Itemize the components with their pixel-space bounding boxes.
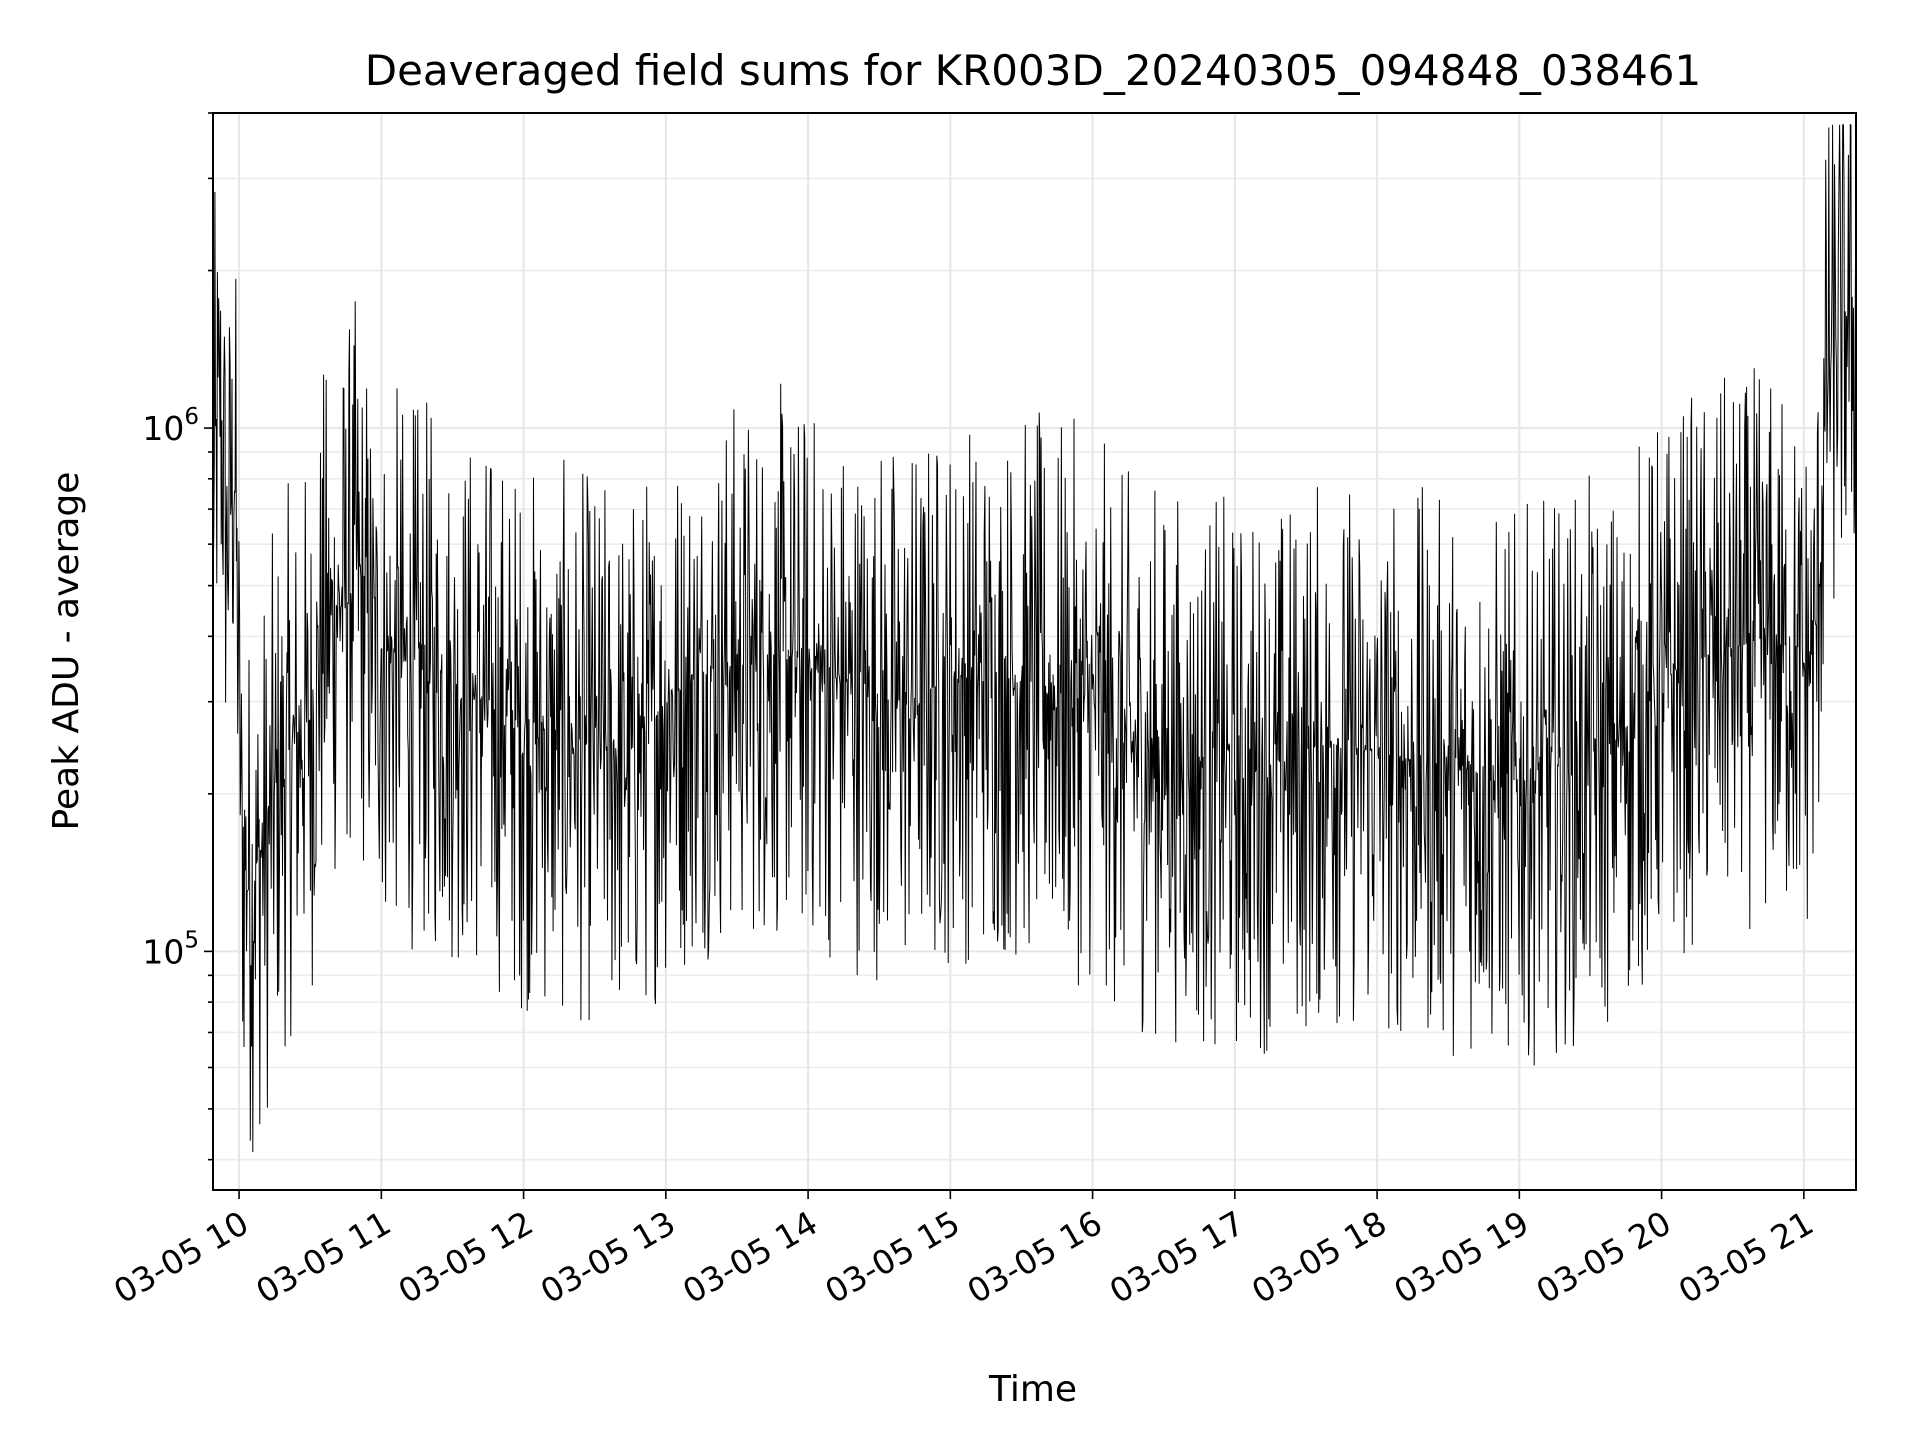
x-tick-label: 03-05 21 [1672,1203,1820,1311]
x-tick-label: 03-05 13 [534,1203,682,1311]
plot-frame [212,112,1857,1191]
grid [213,112,1856,1190]
x-axis-label: Time [988,1369,1077,1410]
x-tick-label: 03-05 12 [392,1203,540,1311]
x-tick-label: 03-05 17 [1103,1203,1251,1311]
x-tick-label: 03-05 11 [249,1203,397,1311]
x-tick-label: 03-05 15 [818,1203,966,1311]
x-tick-label: 03-05 16 [961,1203,1109,1311]
x-tick-label: 03-05 19 [1387,1203,1535,1311]
y-axis-label: Peak ADU - average [46,472,87,831]
series-line [212,124,1857,1153]
chart-title: Deaveraged field sums for KR003D_2024030… [365,46,1702,95]
y-tick-label: 106 [142,404,199,448]
y-axis: 105 106 [142,112,213,1161]
y-tick-label: 105 [142,927,199,971]
x-tick-label: 03-05 10 [107,1203,255,1311]
x-tick-label: 03-05 14 [676,1203,824,1311]
series-group [212,124,1857,1153]
x-tick-label: 03-05 18 [1245,1203,1393,1311]
x-tick-label: 03-05 20 [1530,1203,1678,1311]
